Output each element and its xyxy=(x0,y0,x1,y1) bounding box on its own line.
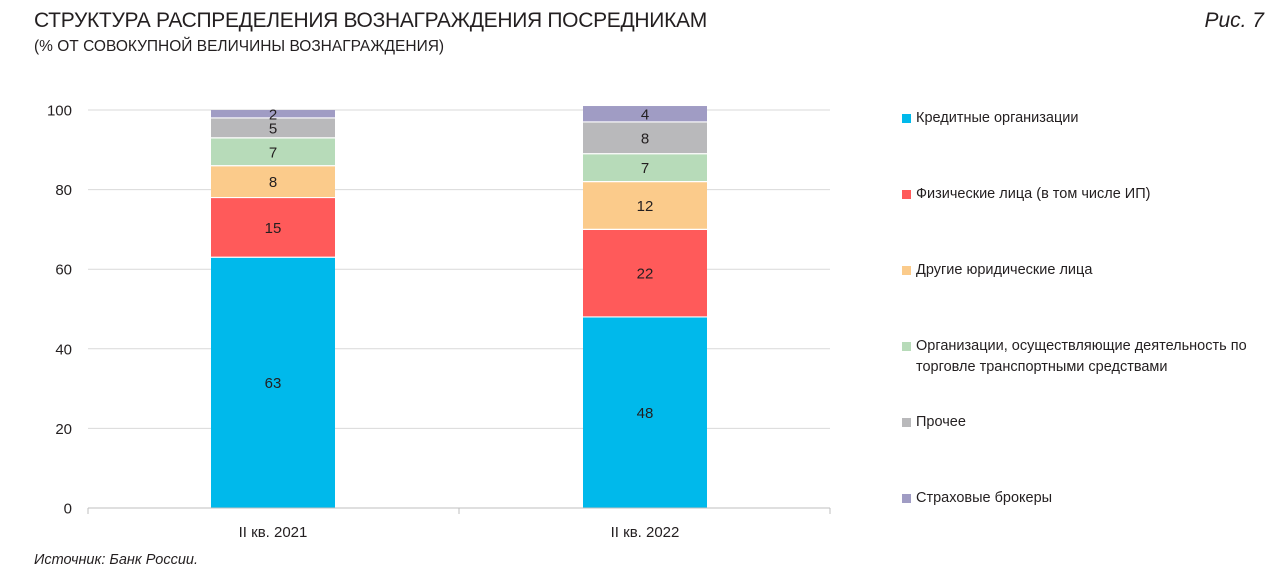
legend-label: Физические лица (в том числе ИП) xyxy=(916,186,1151,202)
legend-item: Организации, осуществляющие деятельность… xyxy=(902,336,1261,378)
legend-item: Прочее xyxy=(902,412,1261,433)
legend-label: Другие юридические лица xyxy=(916,262,1093,278)
bar-segment xyxy=(583,153,707,182)
stacked-bar-chart: 0 20 40 60 80 100 63 15 8 7 52 II кв. 2021 48 22 12 7 8 4… xyxy=(47,103,831,541)
y-tick-label: 0 xyxy=(64,501,72,518)
data-label: 48 xyxy=(637,405,654,422)
y-tick-label: 60 xyxy=(55,262,72,279)
legend-item: Страховые брокеры xyxy=(902,488,1261,509)
y-tick-label: 20 xyxy=(55,421,72,438)
data-label: 12 xyxy=(637,198,654,215)
data-label: 8 xyxy=(641,130,649,147)
data-label: 5 xyxy=(269,120,277,137)
chart-subtitle: (% ОТ СОВОКУПНОЙ ВЕЛИЧИНЫ ВОЗНАГРАЖДЕНИЯ… xyxy=(34,38,445,55)
legend-item: Физические лица (в том числе ИП) xyxy=(902,184,1261,205)
legend-label: Кредитные организации xyxy=(916,110,1079,126)
data-label: 7 xyxy=(269,144,277,161)
bar-segment xyxy=(211,165,335,198)
data-label: 2 xyxy=(269,106,277,123)
y-tick-label: 40 xyxy=(55,341,72,358)
legend-label: Страховые брокеры xyxy=(916,490,1053,506)
bar-segment xyxy=(211,197,335,258)
bar-segment xyxy=(583,106,707,122)
bar-segment xyxy=(583,229,707,317)
chart-legend: Кредитные организации Физические лица (в … xyxy=(902,0,1272,583)
bar-segment xyxy=(211,110,335,118)
bar-segment xyxy=(583,316,707,508)
bar-segment xyxy=(211,117,335,138)
legend-item: Другие юридические лица xyxy=(902,260,1261,281)
bar-segment xyxy=(211,137,335,166)
bar-segment xyxy=(211,257,335,508)
legend-swatch xyxy=(902,494,911,503)
figure-label: Рис. 7 xyxy=(1204,9,1264,32)
legend-label: Прочее xyxy=(916,414,966,430)
legend-swatch xyxy=(902,418,911,427)
legend-swatch xyxy=(902,114,911,123)
data-label: 22 xyxy=(637,266,654,283)
y-tick-label: 100 xyxy=(47,103,72,120)
bar-segment xyxy=(583,181,707,230)
legend-swatch xyxy=(902,190,911,199)
y-tick-label: 80 xyxy=(55,182,72,199)
bar-segment xyxy=(583,121,707,154)
legend-item: Кредитные организации xyxy=(902,108,1261,129)
source-note: Источник: Банк России. xyxy=(34,552,198,568)
data-label: 7 xyxy=(641,160,649,177)
data-label: 8 xyxy=(269,174,277,191)
legend-swatch xyxy=(902,266,911,275)
legend-swatch xyxy=(902,342,911,351)
data-label: 4 xyxy=(641,106,649,123)
legend-label: Организации, осуществляющие деятельность… xyxy=(916,338,1247,375)
data-label: 15 xyxy=(265,220,282,237)
x-tick-label: II кв. 2021 xyxy=(239,524,308,541)
chart-title: СТРУКТУРА РАСПРЕДЕЛЕНИЯ ВОЗНАГРАЖДЕНИЯ П… xyxy=(34,9,707,32)
data-label: 63 xyxy=(265,375,282,392)
x-tick-label: II кв. 2022 xyxy=(611,524,680,541)
